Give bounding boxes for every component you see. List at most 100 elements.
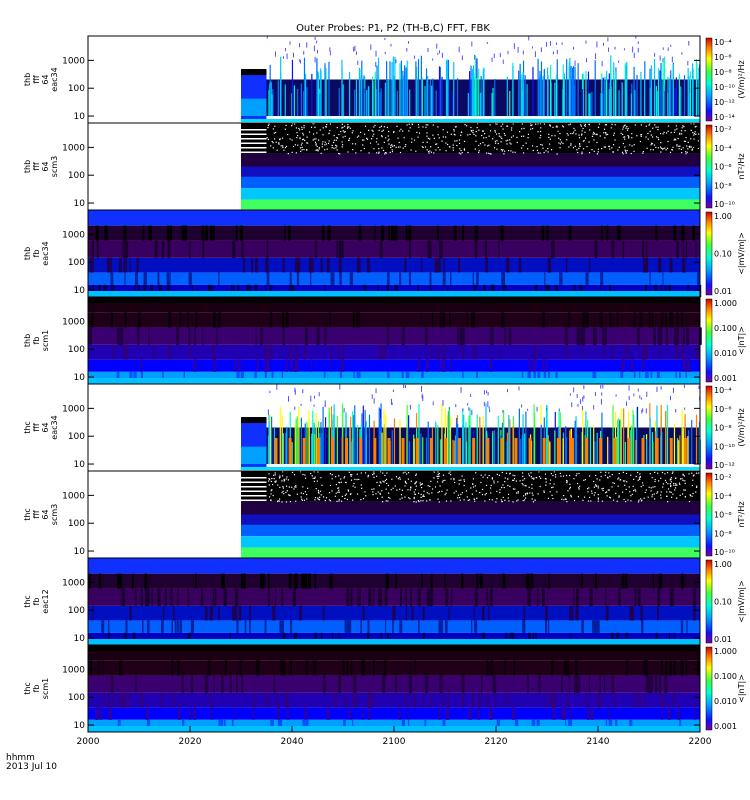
panel-label-line: 64 xyxy=(41,422,50,432)
speckle xyxy=(316,480,318,482)
column xyxy=(135,272,138,285)
column xyxy=(522,620,526,633)
panel-label-line: eac12 xyxy=(41,589,50,613)
speckle xyxy=(494,129,496,132)
speckle xyxy=(559,139,561,141)
spike xyxy=(691,420,693,465)
speckle xyxy=(472,486,475,488)
speckle xyxy=(304,139,306,142)
column xyxy=(268,573,270,589)
spike xyxy=(328,61,330,117)
speckle xyxy=(573,127,575,130)
column xyxy=(395,675,398,693)
column xyxy=(377,284,379,297)
column xyxy=(352,719,354,732)
speckle xyxy=(521,404,523,408)
speckle xyxy=(398,141,400,144)
speckle xyxy=(623,125,625,127)
speckle xyxy=(484,494,486,496)
column xyxy=(273,675,276,693)
speckle xyxy=(278,498,281,500)
spike xyxy=(569,57,571,117)
spike xyxy=(626,62,628,117)
speckle xyxy=(521,482,523,485)
column xyxy=(341,240,344,258)
spike xyxy=(643,77,646,117)
speckle xyxy=(675,483,677,485)
speckle xyxy=(442,136,444,138)
speckle xyxy=(543,151,545,154)
speckle xyxy=(627,499,629,501)
colorbar-label: nT²/Hz xyxy=(737,153,746,179)
spike xyxy=(562,64,564,117)
speckle xyxy=(301,149,303,151)
x-tick-label: 2040 xyxy=(281,737,304,747)
speckle xyxy=(329,47,331,52)
speckle xyxy=(426,135,428,137)
panel-label-line: fff xyxy=(32,423,41,432)
speckle xyxy=(317,497,319,499)
stripe xyxy=(241,477,267,479)
speckle xyxy=(464,124,466,126)
speckle xyxy=(522,144,524,147)
speckle xyxy=(517,47,519,53)
column xyxy=(372,588,375,606)
spike xyxy=(319,437,321,465)
speckle xyxy=(674,487,677,489)
column xyxy=(218,719,222,732)
spike xyxy=(680,86,682,117)
speckle xyxy=(437,52,439,55)
column xyxy=(181,675,184,693)
speckle xyxy=(481,494,484,496)
speckle xyxy=(315,143,317,145)
column xyxy=(604,327,607,345)
column xyxy=(361,660,365,676)
speckle xyxy=(546,408,548,411)
column xyxy=(125,344,129,360)
speckle xyxy=(315,149,317,151)
speckle xyxy=(324,141,326,143)
column xyxy=(679,719,682,732)
speckle xyxy=(645,136,647,138)
column xyxy=(458,257,461,273)
spike xyxy=(624,441,626,465)
column xyxy=(428,240,432,258)
column xyxy=(290,359,293,372)
spike xyxy=(604,76,606,117)
speckle xyxy=(548,136,550,138)
column xyxy=(546,284,551,297)
speckle xyxy=(372,130,374,132)
speckle xyxy=(587,500,590,502)
speckle xyxy=(683,489,685,491)
speckle xyxy=(279,138,281,140)
column xyxy=(122,344,127,360)
speckle xyxy=(569,486,571,489)
speckle xyxy=(601,500,604,502)
speckle xyxy=(649,130,651,132)
speckle xyxy=(392,145,394,147)
column xyxy=(567,312,571,328)
speckle xyxy=(562,475,565,477)
spike xyxy=(462,425,464,465)
speckle xyxy=(373,471,375,473)
speckle xyxy=(596,153,599,155)
column xyxy=(117,719,121,732)
spike xyxy=(565,437,568,465)
speckle xyxy=(383,141,385,144)
speckle xyxy=(531,46,533,49)
speckle xyxy=(662,147,664,150)
speckle xyxy=(560,475,562,477)
speckle xyxy=(404,385,406,389)
speckle xyxy=(331,474,333,476)
speckle xyxy=(674,138,676,140)
column xyxy=(408,240,412,258)
column xyxy=(144,573,148,589)
colorbar-tick-label: 10⁻¹⁰ xyxy=(714,83,735,92)
column xyxy=(439,359,441,372)
speckle xyxy=(596,41,598,48)
speckle xyxy=(332,141,335,144)
speckle xyxy=(295,500,297,502)
column xyxy=(535,632,537,645)
column xyxy=(570,632,572,645)
spike xyxy=(364,409,366,465)
